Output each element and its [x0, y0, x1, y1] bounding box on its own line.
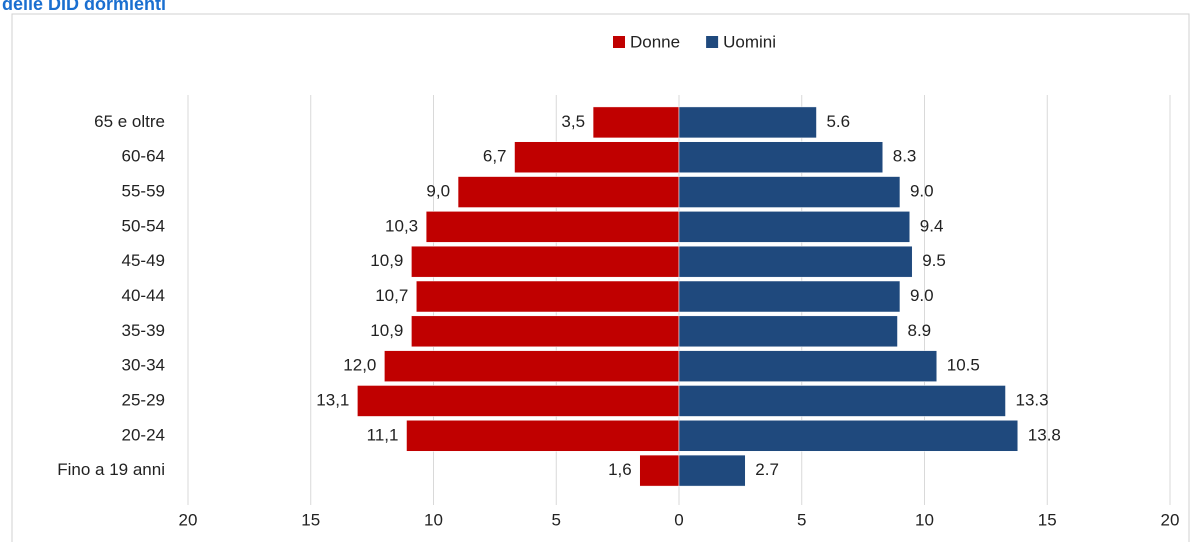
data-label: 2.7 — [755, 460, 779, 479]
data-label: 13.3 — [1016, 390, 1049, 409]
data-label: 9.0 — [910, 182, 934, 201]
bar — [678, 245, 913, 278]
data-label: 12,0 — [343, 356, 376, 375]
data-label: 10,7 — [375, 286, 408, 305]
y-tick-label: 20-24 — [122, 425, 165, 444]
bar — [678, 420, 1019, 452]
y-tick-label: Fino a 19 anni — [57, 460, 165, 479]
bar — [678, 106, 817, 139]
data-label: 10,9 — [370, 321, 403, 340]
chart-title: delle DID dormienti — [2, 0, 166, 14]
data-label: 5.6 — [826, 112, 850, 131]
data-label: 9.5 — [922, 251, 946, 270]
legend-label: Donne — [630, 32, 680, 51]
data-label: 3,5 — [561, 112, 585, 131]
bar — [457, 176, 680, 208]
bar — [357, 385, 680, 417]
y-tick-label: 55-59 — [122, 182, 165, 201]
x-tick-label: 5 — [797, 510, 806, 529]
bar — [678, 280, 901, 313]
data-label: 1,6 — [608, 460, 632, 479]
chart-frame — [11, 13, 1190, 542]
x-tick-label: 20 — [179, 510, 198, 529]
data-label: 13.8 — [1028, 425, 1061, 444]
bar — [384, 350, 680, 382]
data-label: 10,3 — [385, 216, 418, 235]
y-tick-label: 65 e oltre — [94, 112, 165, 131]
x-tick-label: 15 — [1038, 510, 1057, 529]
legend-swatch — [613, 36, 625, 48]
data-label: 8.3 — [893, 147, 917, 166]
x-tick-label: 20 — [1161, 510, 1180, 529]
legend-label: Uomini — [723, 32, 776, 51]
bar — [514, 141, 680, 173]
y-tick-label: 50-54 — [122, 216, 165, 235]
y-tick-label: 40-44 — [122, 286, 165, 305]
x-tick-label: 10 — [915, 510, 934, 529]
data-label: 6,7 — [483, 147, 507, 166]
y-tick-label: 45-49 — [122, 251, 165, 270]
bar — [678, 385, 1006, 417]
bar — [678, 454, 746, 487]
y-tick-label: 25-29 — [122, 390, 165, 409]
data-label: 13,1 — [316, 390, 349, 409]
bar — [678, 315, 898, 348]
bar — [678, 211, 911, 243]
bar — [406, 420, 680, 452]
x-tick-label: 10 — [424, 510, 443, 529]
bar — [678, 176, 901, 208]
data-label: 9.4 — [920, 216, 944, 235]
bar — [411, 315, 680, 348]
bar — [592, 106, 680, 139]
data-label: 9,0 — [426, 182, 450, 201]
bar — [416, 280, 680, 313]
y-tick-label: 30-34 — [122, 356, 165, 375]
bar — [639, 454, 680, 487]
data-label: 11,1 — [367, 425, 399, 444]
x-tick-label: 15 — [301, 510, 320, 529]
data-label: 9.0 — [910, 286, 934, 305]
bar — [678, 350, 938, 382]
data-label: 10,9 — [370, 251, 403, 270]
data-label: 8.9 — [907, 321, 931, 340]
bar — [425, 211, 680, 243]
bar — [411, 245, 680, 278]
y-tick-label: 35-39 — [122, 321, 165, 340]
x-tick-label: 0 — [674, 510, 683, 529]
x-tick-label: 5 — [552, 510, 561, 529]
data-label: 10.5 — [947, 356, 980, 375]
bar — [678, 141, 884, 173]
legend-swatch — [706, 36, 719, 48]
y-tick-label: 60-64 — [122, 147, 165, 166]
